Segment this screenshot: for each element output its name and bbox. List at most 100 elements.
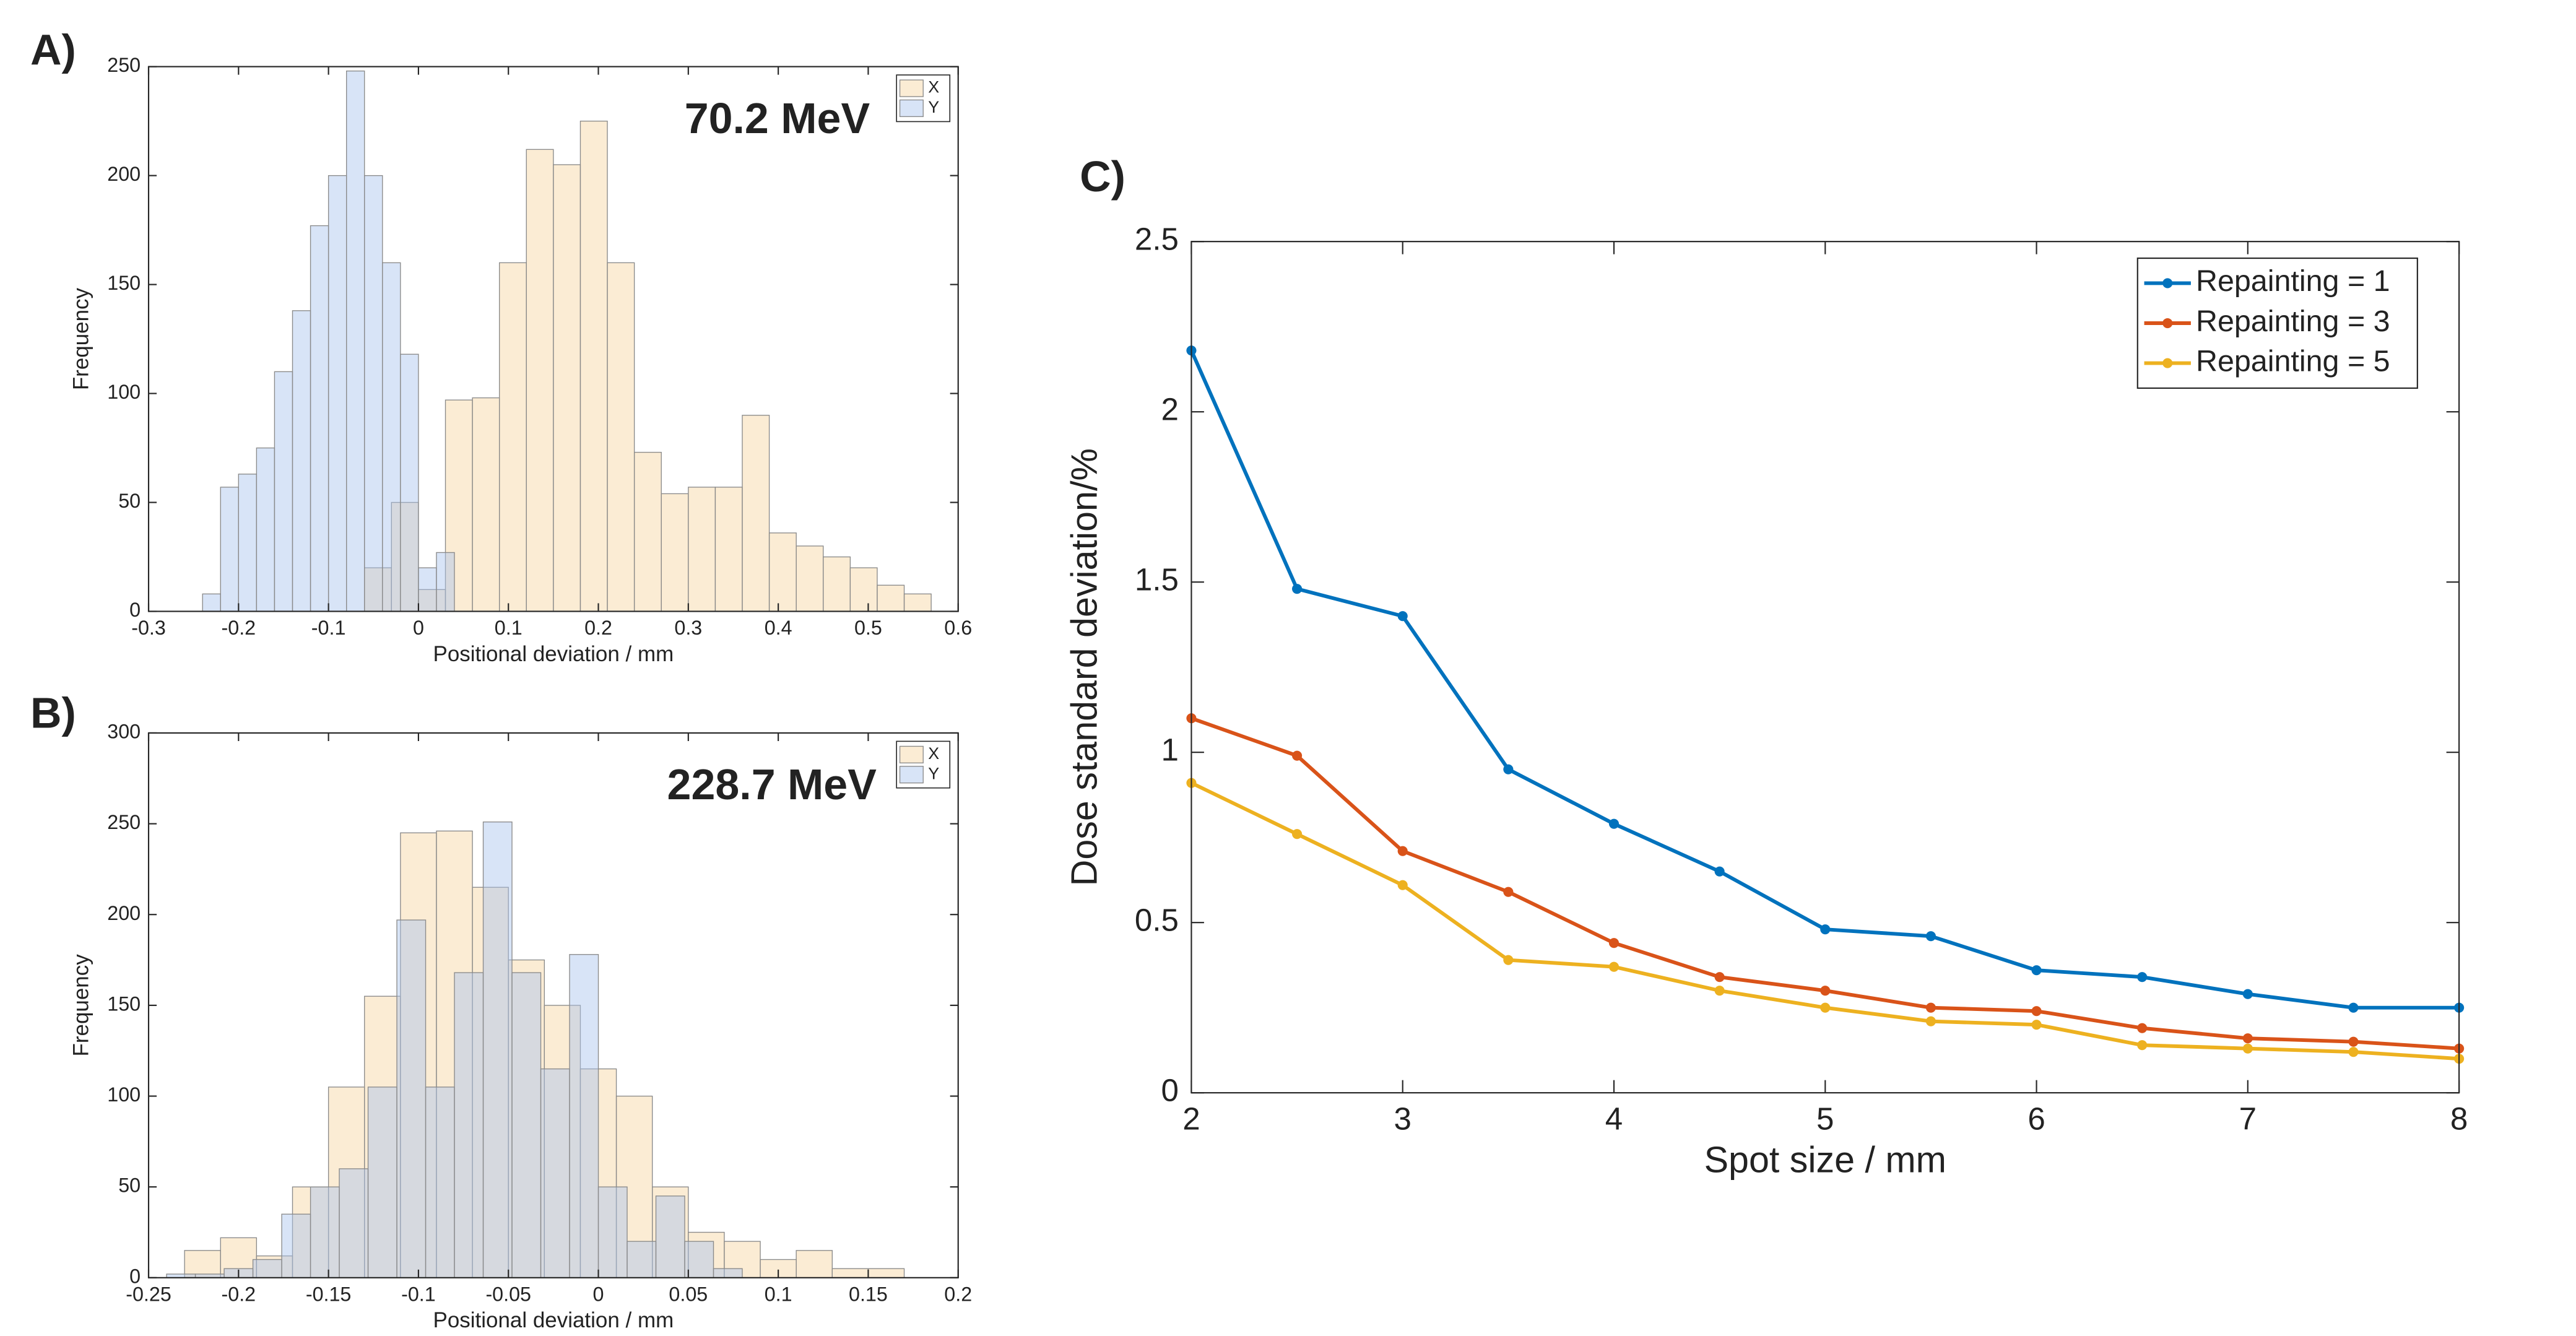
y-tick-label: 50 bbox=[118, 490, 141, 512]
x-tick-label: 0.3 bbox=[674, 617, 702, 639]
x-tick-label: -0.1 bbox=[401, 1283, 436, 1305]
legend-label: Y bbox=[928, 764, 939, 783]
histogram-bar bbox=[831, 1268, 869, 1278]
histogram-bar bbox=[472, 887, 509, 1278]
histogram-bar bbox=[655, 1195, 685, 1278]
y-tick-label: 200 bbox=[107, 902, 141, 924]
line-marker bbox=[2348, 1047, 2359, 1057]
line-marker bbox=[1820, 1002, 1831, 1013]
line-marker bbox=[1292, 584, 1303, 594]
line-marker bbox=[1503, 955, 1514, 965]
x-tick-label: 0 bbox=[413, 617, 424, 639]
histogram-bar bbox=[499, 262, 527, 612]
histogram-bar bbox=[714, 487, 743, 612]
histogram-bar bbox=[544, 1005, 581, 1278]
line-marker bbox=[2031, 1006, 2042, 1017]
panel-label: C) bbox=[1080, 152, 1125, 201]
y-tick-label: 250 bbox=[107, 54, 141, 76]
x-tick-label: 6 bbox=[2027, 1101, 2045, 1137]
line-marker bbox=[1925, 1016, 1936, 1026]
x-tick-label: 7 bbox=[2239, 1101, 2257, 1137]
y-tick-label: 2 bbox=[1161, 392, 1179, 427]
histogram-bar bbox=[382, 262, 401, 612]
histogram-bar bbox=[281, 1213, 311, 1278]
line-marker bbox=[2137, 972, 2148, 982]
line-marker bbox=[1714, 986, 1725, 996]
x-tick-label: 0.15 bbox=[849, 1283, 888, 1305]
line-marker bbox=[2137, 1040, 2148, 1051]
histogram-bar bbox=[396, 919, 427, 1278]
y-tick-label: 0 bbox=[1161, 1073, 1179, 1108]
histogram-bar bbox=[553, 164, 581, 612]
line-marker bbox=[2348, 1002, 2359, 1013]
y-tick-label: 200 bbox=[107, 163, 141, 185]
line-marker bbox=[2031, 965, 2042, 976]
histogram-bar bbox=[472, 397, 500, 612]
x-tick-label: 0.2 bbox=[944, 1283, 972, 1305]
histogram-bar bbox=[849, 567, 878, 612]
histogram-bar bbox=[364, 567, 392, 612]
histogram-bar bbox=[292, 310, 311, 612]
histogram-bar bbox=[796, 545, 824, 612]
histogram-bar bbox=[238, 474, 258, 612]
legend-label: Repainting = 5 bbox=[2196, 344, 2390, 378]
y-axis-label: Frequency bbox=[69, 287, 93, 390]
histogram-bar bbox=[688, 487, 716, 612]
line-marker bbox=[2031, 1020, 2042, 1030]
histogram-bar bbox=[768, 532, 797, 612]
line-marker bbox=[1397, 611, 1408, 622]
histogram-bar bbox=[684, 1241, 714, 1278]
line-marker bbox=[1397, 880, 1408, 890]
x-axis-label: Positional deviation / mm bbox=[433, 642, 674, 666]
line-marker bbox=[2242, 1033, 2253, 1044]
y-axis-label: Frequency bbox=[69, 954, 93, 1057]
histogram-bar bbox=[579, 120, 608, 612]
x-tick-label: 0.1 bbox=[765, 1283, 792, 1305]
histogram-bar bbox=[454, 972, 484, 1278]
histogram-bar bbox=[627, 1241, 657, 1278]
line-marker bbox=[1503, 887, 1514, 897]
legend-swatch bbox=[899, 766, 924, 784]
histogram-bar bbox=[364, 995, 401, 1278]
panel: 2 3 4 5 6 7 8 0 0.5 1 1.5 2 2.5 Spot size / mm Dose st… bbox=[1063, 152, 2468, 1180]
line-marker bbox=[1925, 931, 1936, 942]
x-tick-label: -0.05 bbox=[485, 1283, 531, 1305]
axes-box bbox=[147, 66, 959, 612]
line-marker bbox=[2242, 989, 2253, 999]
x-tick-label: 0.1 bbox=[495, 617, 523, 639]
histogram-bar bbox=[339, 1168, 369, 1278]
x-tick-label: 0.2 bbox=[584, 617, 612, 639]
y-tick-label: 150 bbox=[107, 992, 141, 1015]
panel-label: A) bbox=[30, 26, 76, 74]
x-axis-label: Spot size / mm bbox=[1704, 1139, 1946, 1180]
x-tick-label: 3 bbox=[1394, 1101, 1411, 1137]
line-marker bbox=[1608, 961, 1620, 972]
x-tick-label: 8 bbox=[2450, 1101, 2468, 1137]
annotation: 70.2 MeV bbox=[685, 94, 870, 142]
histogram-bar bbox=[418, 567, 437, 612]
line-marker bbox=[1714, 866, 1725, 877]
histogram-bar bbox=[597, 1186, 628, 1278]
panel: -0.3 -0.2 -0.1 0 0.1 0.2 0.3 0.4 0.5 0.6 0 50 100 150… bbox=[30, 26, 972, 666]
y-tick-label: 50 bbox=[118, 1174, 141, 1197]
histogram-bar bbox=[436, 552, 455, 612]
histogram-bar bbox=[391, 501, 419, 612]
legend-marker bbox=[2162, 278, 2173, 288]
histogram-bar bbox=[327, 1087, 365, 1278]
y-tick-label: 1 bbox=[1161, 732, 1179, 768]
panel: -0.25 -0.2 -0.15 -0.1 -0.05 0 0.05 0.1 0.15 0.2 0 5… bbox=[30, 689, 972, 1333]
annotation: 228.7 MeV bbox=[667, 760, 877, 809]
x-tick-label: 0 bbox=[593, 1283, 604, 1305]
line-marker bbox=[1292, 750, 1303, 761]
histogram-bar bbox=[310, 225, 329, 612]
line-marker bbox=[1397, 846, 1408, 856]
line-marker bbox=[1820, 986, 1831, 996]
histogram-bar bbox=[327, 175, 347, 612]
x-tick-label: 0.6 bbox=[944, 617, 972, 639]
y-tick-label: 150 bbox=[107, 272, 141, 294]
legend-marker bbox=[2162, 318, 2173, 329]
legend-label: X bbox=[928, 744, 939, 763]
histogram-bar bbox=[256, 447, 275, 612]
histogram-bar bbox=[661, 493, 689, 612]
histogram-bar bbox=[364, 175, 383, 612]
